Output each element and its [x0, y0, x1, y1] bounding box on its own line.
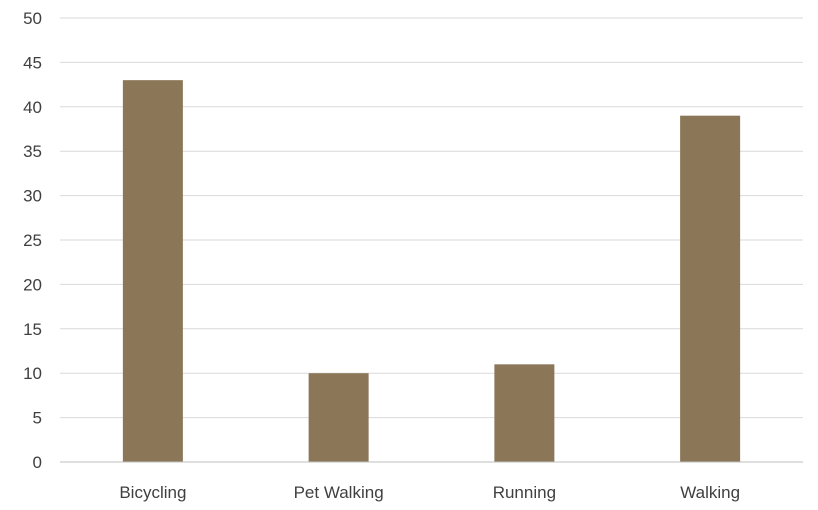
- gridlines: [60, 17, 803, 419]
- bar-walking: [680, 115, 741, 463]
- y-tick-label: 30: [23, 187, 42, 206]
- x-axis-category-labels: Bicycling Pet Walking Running Walking: [119, 483, 740, 502]
- bar-pet-walking: [308, 373, 369, 462]
- bar-running: [494, 364, 555, 462]
- x-category-label: Bicycling: [119, 483, 186, 502]
- x-category-label: Pet Walking: [294, 483, 384, 502]
- y-tick-label: 50: [23, 9, 42, 28]
- y-tick-label: 5: [33, 409, 42, 428]
- y-tick-label: 10: [23, 364, 42, 383]
- y-tick-label: 45: [23, 53, 42, 72]
- y-tick-label: 0: [33, 453, 42, 472]
- y-axis-tick-labels: 0 5 10 15 20 25 30 35 40 45 50: [23, 9, 42, 472]
- y-tick-label: 15: [23, 320, 42, 339]
- bar-bicycling: [122, 80, 183, 462]
- x-category-label: Running: [493, 483, 556, 502]
- x-category-label: Walking: [680, 483, 740, 502]
- y-tick-label: 35: [23, 142, 42, 161]
- bars: [122, 80, 741, 463]
- y-tick-label: 40: [23, 98, 42, 117]
- y-tick-label: 20: [23, 275, 42, 294]
- y-tick-label: 25: [23, 231, 42, 250]
